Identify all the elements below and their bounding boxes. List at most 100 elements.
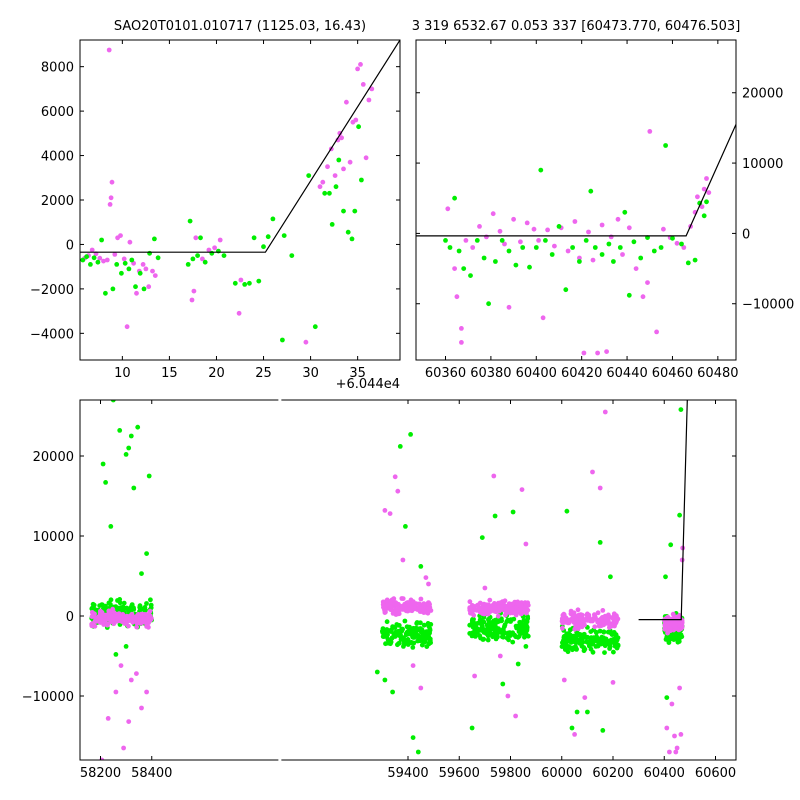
model-line	[416, 124, 736, 237]
magenta-point	[382, 609, 388, 614]
green-point	[141, 286, 147, 292]
green-point	[577, 259, 582, 264]
magenta-point	[217, 237, 223, 243]
green-point	[410, 645, 416, 650]
magenta-point	[497, 653, 503, 659]
green-point	[461, 266, 467, 271]
magenta-point	[407, 607, 412, 612]
magenta-point	[387, 511, 393, 516]
y-tick-label: −2000	[30, 283, 74, 298]
magenta-point	[303, 339, 309, 345]
green-point	[565, 649, 571, 655]
green-point	[265, 234, 271, 240]
green-point	[579, 643, 585, 649]
green-point	[479, 618, 485, 624]
green-point	[389, 635, 395, 641]
magenta-point	[480, 611, 485, 616]
magenta-point	[599, 222, 605, 228]
green-point	[187, 218, 193, 224]
y-tick-label: 2000	[41, 194, 74, 209]
magenta-point	[363, 155, 369, 161]
green-point	[456, 248, 462, 254]
green-point	[410, 634, 416, 640]
magenta-point	[105, 716, 111, 721]
green-point	[685, 260, 691, 266]
green-point	[289, 253, 295, 258]
green-point	[664, 636, 669, 642]
magenta-point	[452, 266, 457, 271]
magenta-point	[470, 245, 476, 250]
green-point	[113, 652, 119, 657]
green-point	[418, 636, 423, 642]
green-point	[486, 617, 491, 622]
magenta-point	[126, 719, 132, 724]
green-point	[574, 633, 580, 639]
green-point	[110, 400, 116, 403]
green-point	[139, 571, 144, 576]
magenta-point	[416, 601, 422, 607]
magenta-point	[320, 179, 326, 185]
green-point	[397, 633, 403, 639]
green-point	[607, 630, 613, 635]
magenta-point	[134, 624, 140, 630]
green-point	[396, 623, 402, 628]
magenta-point	[645, 280, 650, 285]
green-point	[142, 607, 148, 613]
magenta-point	[125, 623, 131, 629]
green-point	[485, 637, 491, 643]
green-point	[422, 639, 427, 645]
magenta-point	[609, 623, 615, 628]
green-point	[129, 602, 135, 608]
green-point	[261, 244, 266, 250]
green-point	[103, 480, 108, 485]
magenta-point	[677, 685, 682, 691]
magenta-point	[515, 600, 521, 606]
green-point	[508, 633, 513, 638]
magenta-point	[673, 625, 679, 631]
green-point	[114, 262, 120, 267]
magenta-point	[146, 624, 151, 630]
green-point	[333, 184, 339, 190]
green-point	[474, 238, 480, 243]
magenta-point	[206, 247, 212, 253]
magenta-point	[118, 233, 123, 239]
magenta-point	[146, 284, 152, 290]
magenta-point	[654, 329, 659, 335]
green-point	[663, 143, 668, 148]
green-point	[110, 286, 116, 292]
green-point	[251, 235, 257, 241]
green-point	[594, 639, 600, 644]
y-tick-label: −10000	[22, 690, 74, 705]
green-point	[88, 262, 93, 267]
magenta-point	[108, 195, 114, 201]
green-point	[469, 725, 475, 731]
magenta-point	[495, 613, 501, 619]
magenta-point	[484, 234, 489, 240]
magenta-point	[518, 611, 524, 617]
green-point	[678, 407, 684, 412]
magenta-point	[467, 599, 473, 605]
green-point	[396, 641, 401, 646]
green-point	[602, 650, 607, 655]
y-tick-label: 20000	[742, 87, 783, 102]
x-tick-label: 60460	[652, 366, 693, 381]
green-point	[99, 237, 104, 243]
magenta-point	[592, 612, 597, 618]
axes-frame	[415, 39, 737, 361]
green-point	[622, 209, 628, 215]
green-point	[402, 618, 408, 624]
green-point	[513, 262, 519, 268]
green-point	[704, 199, 709, 205]
green-point	[500, 681, 506, 687]
magenta-point	[699, 204, 705, 210]
magenta-point	[577, 255, 582, 261]
magenta-point	[134, 290, 139, 296]
x-tick-label: 59400	[387, 766, 428, 781]
green-point	[137, 270, 143, 276]
green-point	[356, 124, 361, 130]
magenta-point	[358, 62, 363, 67]
green-point	[418, 629, 424, 635]
green-point	[390, 689, 395, 695]
magenta-point	[572, 219, 578, 224]
green-point	[490, 626, 496, 632]
